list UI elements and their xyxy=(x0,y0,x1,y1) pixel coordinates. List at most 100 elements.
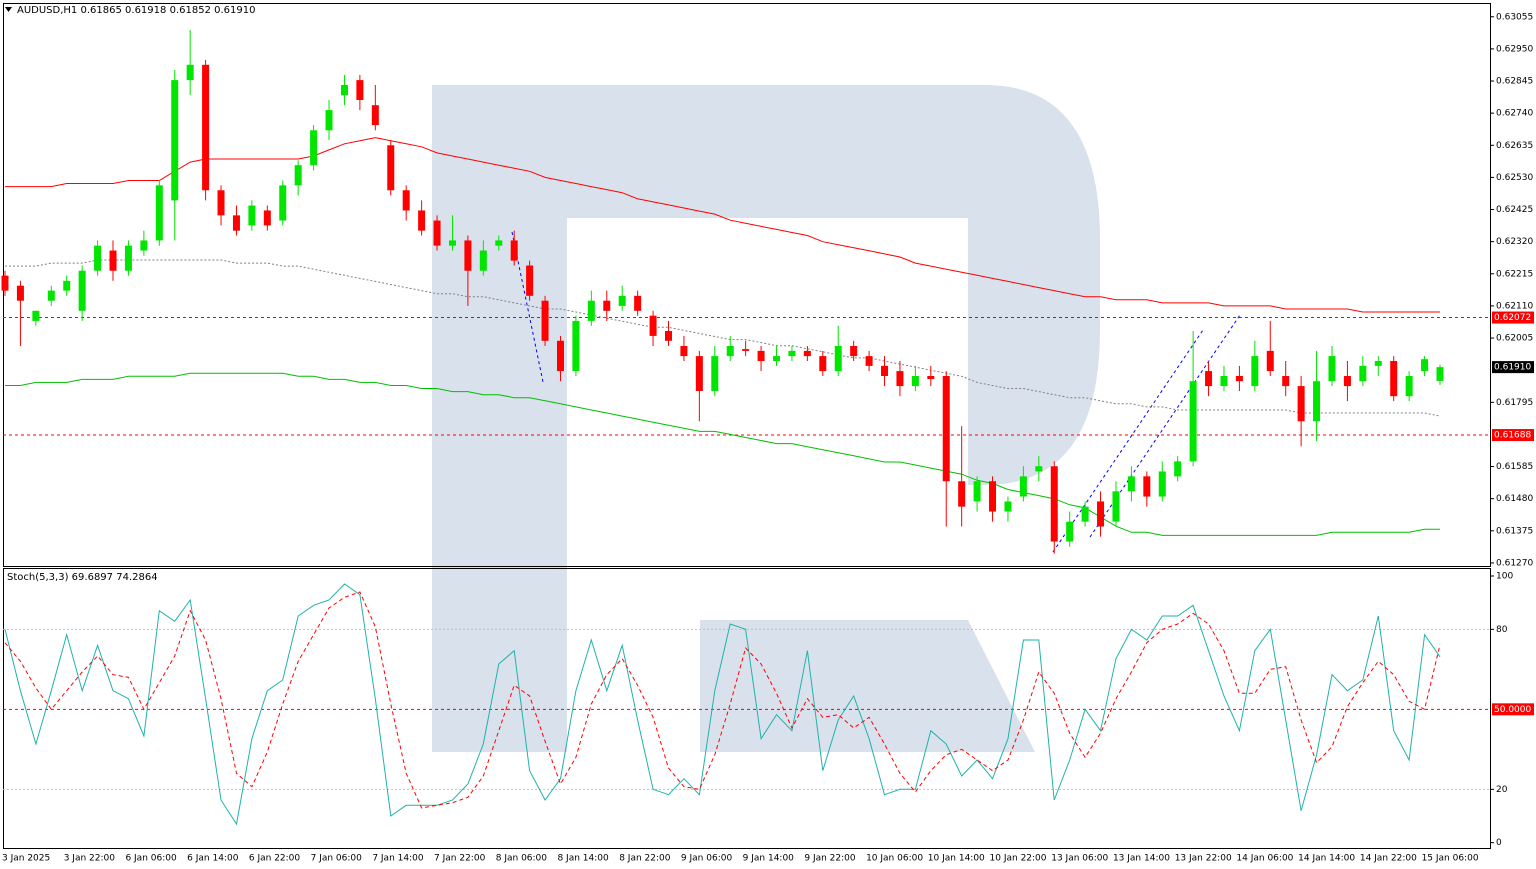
x-tick-label: 6 Jan 06:00 xyxy=(125,854,177,864)
candle-body xyxy=(63,280,71,291)
y-tick-label: 0.62005 xyxy=(1496,334,1533,344)
candle-body xyxy=(664,331,672,341)
candle-body xyxy=(171,80,179,201)
candle-body xyxy=(263,210,271,226)
candle-body xyxy=(217,190,225,216)
candle-body xyxy=(695,356,703,391)
candle-body xyxy=(1112,491,1120,522)
candle-body xyxy=(155,185,163,241)
candle-body xyxy=(1359,365,1367,382)
x-tick-label: 10 Jan 14:00 xyxy=(928,854,985,864)
candle-body xyxy=(433,220,441,246)
candle-body xyxy=(1297,386,1305,422)
candle-body xyxy=(1421,359,1429,372)
level-label: 0.61688 xyxy=(1494,431,1531,441)
candle-body xyxy=(958,481,966,507)
x-tick-label: 7 Jan 14:00 xyxy=(372,854,424,864)
candle-body xyxy=(803,350,811,357)
y-tick-label: 0.62950 xyxy=(1496,44,1533,54)
candle-body xyxy=(325,110,333,131)
indicator-value: 74.2864 xyxy=(116,572,157,583)
candle-body xyxy=(479,250,487,271)
candle-body xyxy=(47,290,55,301)
candle-body xyxy=(649,315,657,336)
x-tick-label: 13 Jan 22:00 xyxy=(1175,854,1232,864)
candle-body xyxy=(634,295,642,311)
indicator-line xyxy=(4,583,1441,826)
candle-body xyxy=(1205,371,1213,387)
candle-body xyxy=(310,130,318,166)
trend-line xyxy=(1052,329,1204,553)
x-tick-label: 8 Jan 22:00 xyxy=(619,854,671,864)
candle-body xyxy=(850,346,858,357)
candle-body xyxy=(495,240,503,246)
candle-body xyxy=(711,356,719,391)
candle-body xyxy=(1436,367,1444,381)
candle-body xyxy=(387,145,395,191)
candle-body xyxy=(1066,521,1074,542)
y-tick-label: 0.63055 xyxy=(1496,12,1533,22)
x-tick-label: 13 Jan 06:00 xyxy=(1051,854,1108,864)
candle-body xyxy=(94,245,102,271)
y-tick-label: 0.62635 xyxy=(1496,141,1533,151)
menu-icon[interactable] xyxy=(5,7,12,12)
x-tick-label: 6 Jan 22:00 xyxy=(249,854,301,864)
candle-body xyxy=(541,300,549,341)
candle-body xyxy=(927,375,935,380)
candle-body xyxy=(279,185,287,221)
candle-body xyxy=(1390,360,1398,397)
candle-body xyxy=(356,80,364,100)
candle-body xyxy=(973,481,981,502)
x-tick-label: 10 Jan 22:00 xyxy=(990,854,1047,864)
ohlc-value: 0.61852 xyxy=(170,5,211,16)
candle-body xyxy=(1,275,9,291)
candle-body xyxy=(526,265,534,296)
candle-body xyxy=(989,481,997,512)
candle-body xyxy=(881,365,889,376)
level-label-box xyxy=(1492,703,1534,716)
price-header: AUDUSD,H1 0.61865 0.61918 0.61852 0.6191… xyxy=(17,5,255,16)
candle-body xyxy=(16,285,24,301)
x-tick-label: 9 Jan 06:00 xyxy=(681,854,733,864)
y-tick-label: 0.62110 xyxy=(1496,301,1533,311)
candle-body xyxy=(587,300,595,321)
candle-body xyxy=(109,250,117,271)
x-tick-label: 3 Jan 22:00 xyxy=(64,854,116,864)
candle-body xyxy=(556,340,564,372)
y-tick-label: 0 xyxy=(1496,838,1502,848)
x-tick-label: 14 Jan 14:00 xyxy=(1298,854,1355,864)
candle-body xyxy=(78,270,86,311)
watermark-leg xyxy=(700,620,1035,752)
x-tick-label: 7 Jan 06:00 xyxy=(311,854,363,864)
candle-body xyxy=(1158,471,1166,497)
candle-body xyxy=(1174,461,1182,477)
candle-body xyxy=(232,215,240,231)
candle-body xyxy=(32,310,40,321)
candle-body xyxy=(618,295,626,306)
ohlc-value: 0.61910 xyxy=(214,5,255,16)
candle-body xyxy=(726,346,734,357)
x-tick-label: 8 Jan 06:00 xyxy=(496,854,548,864)
x-tick-label: 7 Jan 22:00 xyxy=(434,854,486,864)
watermark-hole xyxy=(567,218,968,352)
y-tick-label: 0.61480 xyxy=(1496,494,1533,504)
candle-body xyxy=(1035,466,1043,472)
x-tick-label: 14 Jan 06:00 xyxy=(1236,854,1293,864)
level-label-box xyxy=(1492,429,1534,442)
candle-body xyxy=(819,356,827,372)
candle-body xyxy=(418,210,426,231)
y-tick-label: 0.61375 xyxy=(1496,526,1533,536)
candle-body xyxy=(942,375,950,482)
ohlc-value: 0.61918 xyxy=(125,5,166,16)
x-tick-label: 10 Jan 06:00 xyxy=(866,854,923,864)
ohlc-value: 0.61865 xyxy=(80,5,121,16)
candle-body xyxy=(510,240,518,261)
level-label: 0.62072 xyxy=(1494,313,1531,323)
x-tick-label: 15 Jan 06:00 xyxy=(1422,854,1479,864)
candle-body xyxy=(757,350,765,361)
level-label: 50.0000 xyxy=(1494,705,1531,715)
candle-body xyxy=(680,346,688,357)
level-label: 0.61910 xyxy=(1494,363,1531,373)
y-tick-label: 0.62740 xyxy=(1496,109,1533,119)
